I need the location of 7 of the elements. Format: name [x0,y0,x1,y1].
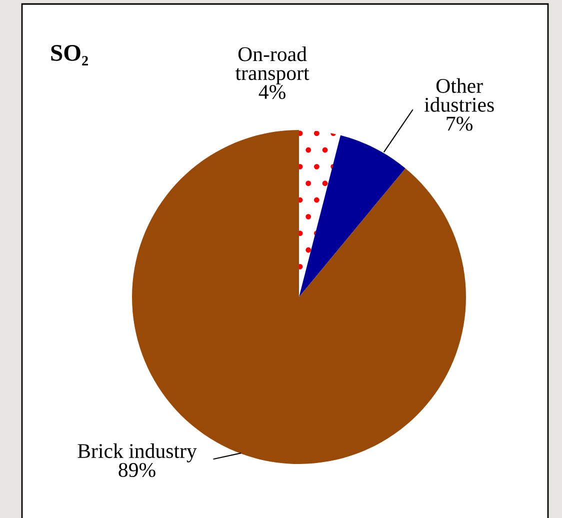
data-label: 4% [258,84,286,100]
slice-label: Brick industry [78,443,197,462]
data-label: 89% [118,462,156,478]
data-label: 7% [446,116,472,131]
slice-label: On-road transport [235,46,310,84]
chart-title: SO₂ [51,45,88,66]
slice-label: Other idustries [424,78,494,112]
